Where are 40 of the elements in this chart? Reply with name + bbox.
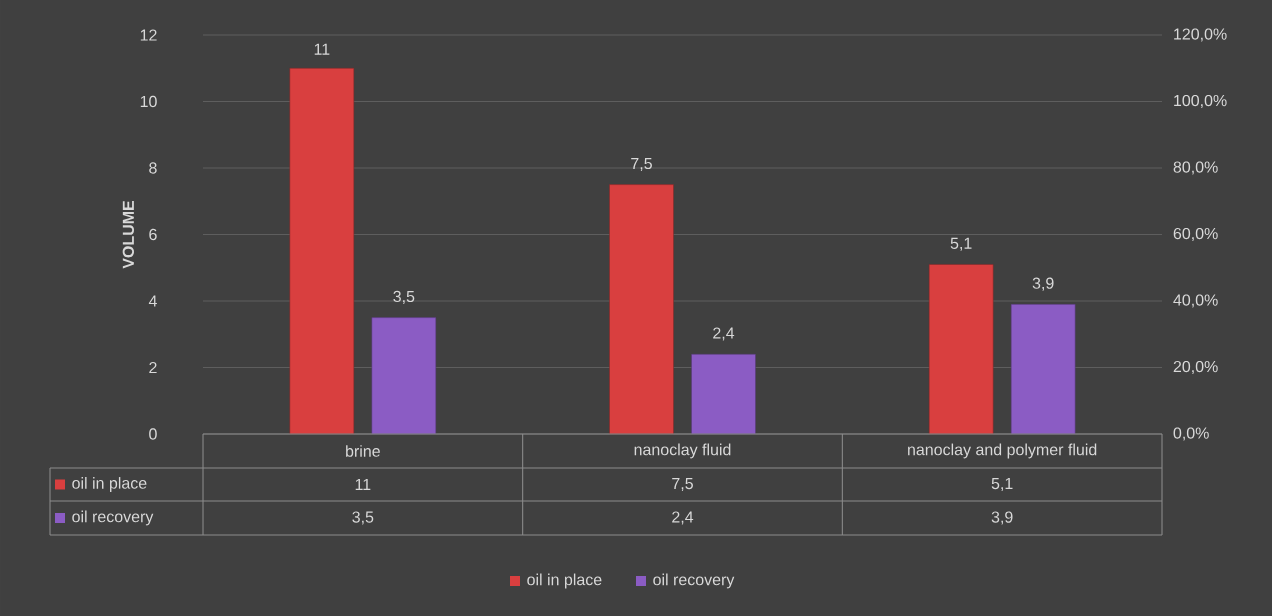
bar (928, 264, 994, 435)
x-tick-label: nanoclay fluid (634, 443, 731, 459)
legend-label: oil recovery (653, 573, 735, 589)
text: 3,9 (1032, 277, 1054, 291)
bar (691, 353, 756, 435)
text: oil in place (72, 477, 147, 492)
y-tick-label: 12 (140, 29, 157, 41)
y-tick-label: 2 (149, 361, 157, 374)
bar (371, 317, 437, 435)
y-tick-label: 10 (140, 95, 157, 108)
data-label: 5,1 (991, 477, 1013, 492)
y-tick-label: 8 (149, 162, 157, 174)
data-label: 3,5 (352, 511, 374, 525)
bar (289, 67, 355, 435)
x-tick-label: brine (346, 445, 380, 457)
y2-tick-label: 120,0% (1174, 28, 1227, 42)
text: 11 (314, 43, 330, 55)
y-tick-label: 4 (148, 295, 157, 307)
x-tick-label: nanoclay and polymer fluid (908, 443, 1097, 459)
legend-label: oil in place (527, 573, 602, 589)
y2-tick-label: 20,0% (1173, 360, 1218, 375)
y2-tick-label: 40,0% (1173, 294, 1218, 308)
text: 2,4 (713, 327, 735, 341)
data-label: 3,9 (991, 511, 1013, 525)
data-label: 11 (355, 479, 371, 490)
y-axis-title: VOLUME (122, 200, 134, 269)
data-label: 7,5 (672, 477, 693, 492)
y2-tick-label: 100,0% (1174, 94, 1227, 109)
y-tick-label: 6 (149, 228, 157, 241)
data-label: 2,4 (672, 511, 694, 525)
text: 3,5 (393, 290, 415, 305)
y-tick-label: 0 (149, 428, 157, 440)
bar (609, 184, 674, 435)
y2-tick-label: 60,0% (1173, 227, 1218, 242)
text: oil recovery (72, 510, 154, 526)
bar (1010, 304, 1076, 435)
y2-tick-label: 80,0% (1173, 161, 1218, 175)
text: 7,5 (631, 157, 652, 172)
y2-tick-label: 0,0% (1173, 427, 1209, 441)
text: 5,1 (950, 237, 972, 251)
